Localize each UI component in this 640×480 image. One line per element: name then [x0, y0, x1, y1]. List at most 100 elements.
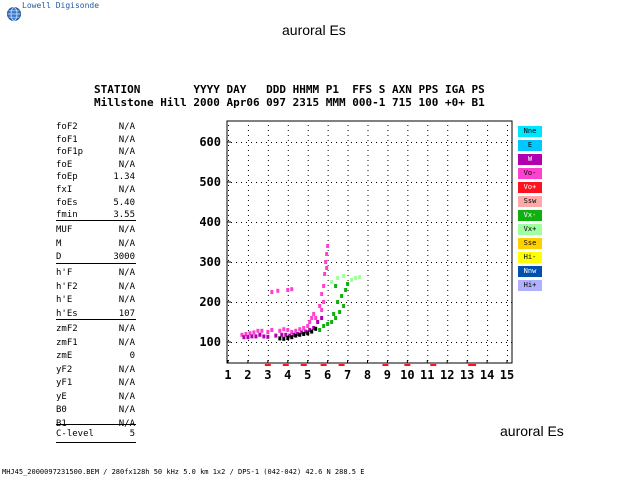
grid-dot: [356, 182, 357, 183]
grid-dot: [507, 260, 508, 261]
data-point: [310, 329, 314, 334]
param-separator: [56, 263, 136, 264]
grid-dot: [287, 275, 289, 276]
grid-dot: [501, 342, 502, 343]
grid-dot: [228, 350, 229, 351]
grid-dot: [407, 235, 409, 236]
grid-dot: [327, 155, 329, 156]
grid-dot: [407, 205, 409, 206]
grid-dot: [447, 180, 449, 181]
grid-dot: [361, 142, 362, 143]
grid-dot: [487, 125, 489, 126]
grid-dot: [381, 342, 382, 343]
grid-dot: [507, 345, 508, 346]
grid-dot: [247, 250, 249, 251]
grid-dot: [507, 220, 508, 221]
grid-dot: [467, 125, 469, 126]
param-name: h'Es: [56, 309, 78, 319]
grid-dot: [347, 315, 349, 316]
data-point: [430, 364, 437, 366]
grid-dot: [307, 140, 309, 141]
grid-dot: [416, 342, 417, 343]
grid-dot: [447, 255, 449, 256]
grid-dot: [347, 175, 349, 176]
grid-dot: [296, 302, 297, 303]
legend-item: Vx-: [518, 210, 542, 221]
grid-dot: [307, 255, 309, 256]
grid-dot: [367, 215, 369, 216]
grid-dot: [307, 175, 309, 176]
grid-dot: [407, 265, 409, 266]
grid-dot: [487, 225, 489, 226]
grid-dot: [386, 302, 387, 303]
grid-dot: [341, 302, 342, 303]
grid-dot: [471, 262, 472, 263]
data-point: [262, 334, 266, 339]
grid-dot: [347, 235, 349, 236]
grid-dot: [407, 135, 409, 136]
grid-dot: [307, 135, 309, 136]
grid-dot: [487, 170, 489, 171]
grid-dot: [307, 345, 309, 346]
grid-dot: [501, 182, 502, 183]
grid-dot: [256, 182, 257, 183]
grid-dot: [427, 250, 429, 251]
grid-dot: [507, 180, 508, 181]
data-point: [322, 284, 326, 288]
legend-item: Vo-: [518, 168, 542, 179]
grid-dot: [431, 142, 432, 143]
plot-frame: [226, 120, 513, 364]
grid-dot: [376, 142, 377, 143]
data-point: [288, 333, 292, 338]
grid-dot: [501, 142, 502, 143]
grid-dot: [447, 215, 449, 216]
grid-dot: [411, 262, 412, 263]
grid-dot: [506, 142, 507, 143]
grid-dot: [446, 142, 447, 143]
footer-info: MHJ45_2000097231500.BEM / 280fx128h 50 k…: [2, 468, 365, 476]
grid-dot: [267, 175, 269, 176]
station-header-values: Millstone Hill 2000 Apr06 097 2315 MMM 0…: [94, 96, 485, 109]
grid-dot: [247, 300, 249, 301]
grid-dot: [287, 320, 289, 321]
grid-dot: [327, 305, 329, 306]
grid-dot: [451, 262, 452, 263]
grid-dot: [427, 290, 429, 291]
grid-dot: [487, 235, 489, 236]
grid-dot: [228, 205, 229, 206]
grid-dot: [366, 142, 367, 143]
data-point: [270, 290, 274, 294]
grid-dot: [347, 205, 349, 206]
x-tick-label: 4: [284, 368, 291, 382]
logo-text: Lowell Digisonde: [22, 1, 100, 10]
grid-dot: [427, 235, 429, 236]
grid-dot: [228, 135, 229, 136]
grid-dot: [447, 265, 449, 266]
grid-dot: [496, 302, 497, 303]
grid-dot: [267, 195, 269, 196]
grid-dot: [406, 262, 407, 263]
grid-dot: [476, 262, 477, 263]
grid-dot: [228, 330, 229, 331]
grid-dot: [228, 140, 229, 141]
grid-dot: [507, 130, 508, 131]
grid-dot: [456, 342, 457, 343]
grid-dot: [251, 262, 252, 263]
grid-dot: [496, 222, 497, 223]
grid-dot: [367, 200, 369, 201]
grid-dot: [367, 150, 369, 151]
grid-dot: [231, 142, 232, 143]
grid-dot: [396, 302, 397, 303]
grid-dot: [411, 222, 412, 223]
grid-dot: [247, 290, 249, 291]
data-point: [350, 278, 354, 282]
y-tick-label: 500: [199, 175, 221, 189]
grid-dot: [256, 342, 257, 343]
param-value: 107: [118, 309, 135, 319]
grid-dot: [387, 335, 389, 336]
grid-dot: [267, 240, 269, 241]
grid-dot: [236, 302, 237, 303]
grid-dot: [266, 342, 267, 343]
grid-dot: [327, 145, 329, 146]
grid-dot: [446, 262, 447, 263]
